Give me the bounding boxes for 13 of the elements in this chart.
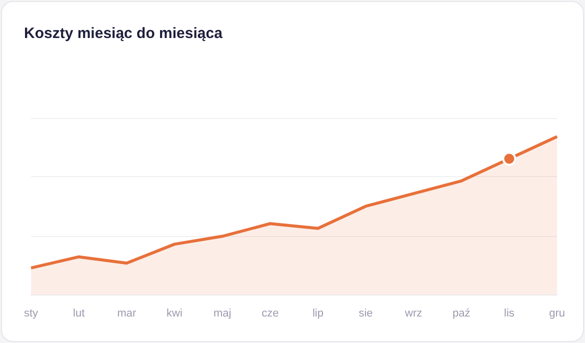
- x-tick-label: mar: [117, 307, 136, 320]
- chart-title: Koszty miesiąc do miesiąca: [24, 25, 222, 42]
- x-tick-label: sty: [24, 307, 39, 320]
- x-tick-label: wrz: [404, 307, 422, 320]
- x-tick-label: lip: [312, 307, 324, 320]
- x-tick-label: gru: [549, 307, 566, 320]
- x-tick-label: paź: [452, 307, 470, 320]
- x-tick-label: kwi: [166, 307, 182, 320]
- x-tick-label: lis: [504, 307, 515, 320]
- x-tick-label: lut: [73, 307, 85, 320]
- x-tick-label: cze: [262, 307, 279, 320]
- x-tick-label: maj: [213, 307, 232, 320]
- x-tick-label: sie: [358, 307, 373, 320]
